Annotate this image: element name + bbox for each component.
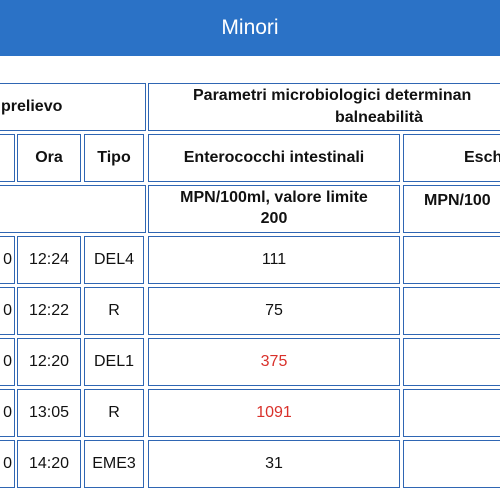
ora-cell-value: 12:22 xyxy=(28,302,70,320)
parametri-group-header: Parametri microbiologici determinan baln… xyxy=(148,83,500,131)
date-cell: 0 xyxy=(0,389,15,437)
tipo-cell-value: R xyxy=(108,302,120,320)
tipo-header-label: Tipo xyxy=(97,149,131,167)
ora-header-label: Ora xyxy=(35,149,63,167)
escherichia-cell xyxy=(403,389,500,437)
date-cell: 0 xyxy=(0,287,15,335)
tipo-cell: R xyxy=(84,287,144,335)
date-cell-value: 0 xyxy=(3,404,12,422)
escherichia-units-cell: MPN/100 xyxy=(403,185,500,233)
ora-cell: 12:20 xyxy=(17,338,81,386)
tipo-cell: R xyxy=(84,389,144,437)
date-cell: 0 xyxy=(0,338,15,386)
enterococchi-cell: 1091 xyxy=(148,389,400,437)
parametri-label-line2: balneabilità xyxy=(335,109,424,126)
results-table: prelievo Parametri microbiologici determ… xyxy=(0,56,500,500)
enterococchi-cell: 111 xyxy=(148,236,400,284)
ora-cell-value: 14:20 xyxy=(28,455,70,473)
date-cell: 0 xyxy=(0,236,15,284)
ora-cell: 12:22 xyxy=(17,287,81,335)
prelievo-label: prelievo xyxy=(1,98,63,116)
date-cell-value: 0 xyxy=(3,302,12,320)
enterococchi-cell-value: 375 xyxy=(260,353,288,371)
prelievo-group-header: prelievo xyxy=(0,83,146,131)
tipo-cell: DEL4 xyxy=(84,236,144,284)
tipo-cell-value: DEL4 xyxy=(93,251,135,269)
ora-cell-value: 12:20 xyxy=(28,353,70,371)
enterococchi-units-cell: MPN/100ml, valore limite 200 xyxy=(148,185,400,233)
date-cell-value: 0 xyxy=(3,353,12,371)
enterococchi-cell-value: 75 xyxy=(265,302,283,320)
escherichia-units-label: MPN/100 xyxy=(424,192,491,209)
enterococchi-units-line2: 200 xyxy=(260,210,288,227)
date-column-header xyxy=(0,134,15,182)
enterococchi-units-line1: MPN/100ml, valore limite xyxy=(180,189,368,207)
enterococchi-cell-value: 1091 xyxy=(256,404,292,422)
enterococchi-cell: 375 xyxy=(148,338,400,386)
enterococchi-cell-value: 111 xyxy=(261,251,287,269)
ora-cell: 14:20 xyxy=(17,440,81,488)
ora-cell: 12:24 xyxy=(17,236,81,284)
escherichia-cell xyxy=(403,338,500,386)
escherichia-column-header: Esch xyxy=(403,134,500,182)
escherichia-cell xyxy=(403,236,500,284)
escherichia-header-label: Esch xyxy=(464,149,500,167)
date-cell-value: 0 xyxy=(3,455,12,473)
enterococchi-cell: 31 xyxy=(148,440,400,488)
ora-cell: 13:05 xyxy=(17,389,81,437)
date-cell: 0 xyxy=(0,440,15,488)
tipo-cell: DEL1 xyxy=(84,338,144,386)
escherichia-cell xyxy=(403,440,500,488)
page-title: Minori xyxy=(221,16,279,39)
date-cell-value: 0 xyxy=(3,251,12,269)
tipo-cell-value: R xyxy=(108,404,120,422)
parametri-label-line1: Parametri microbiologici determinan xyxy=(193,87,472,105)
enterococchi-header-label: Enterococchi intestinali xyxy=(183,149,365,167)
tipo-column-header: Tipo xyxy=(84,134,144,182)
enterococchi-cell-value: 31 xyxy=(265,455,283,473)
ora-cell-value: 12:24 xyxy=(28,251,70,269)
ora-column-header: Ora xyxy=(17,134,81,182)
tipo-cell: EME3 xyxy=(84,440,144,488)
tipo-cell-value: DEL1 xyxy=(93,353,135,371)
escherichia-cell xyxy=(403,287,500,335)
title-bar: Minori xyxy=(0,0,500,56)
tipo-cell-value: EME3 xyxy=(92,455,136,473)
enterococchi-column-header: Enterococchi intestinali xyxy=(148,134,400,182)
enterococchi-cell: 75 xyxy=(148,287,400,335)
ora-cell-value: 13:05 xyxy=(28,404,70,422)
units-spacer-cell xyxy=(0,185,146,233)
